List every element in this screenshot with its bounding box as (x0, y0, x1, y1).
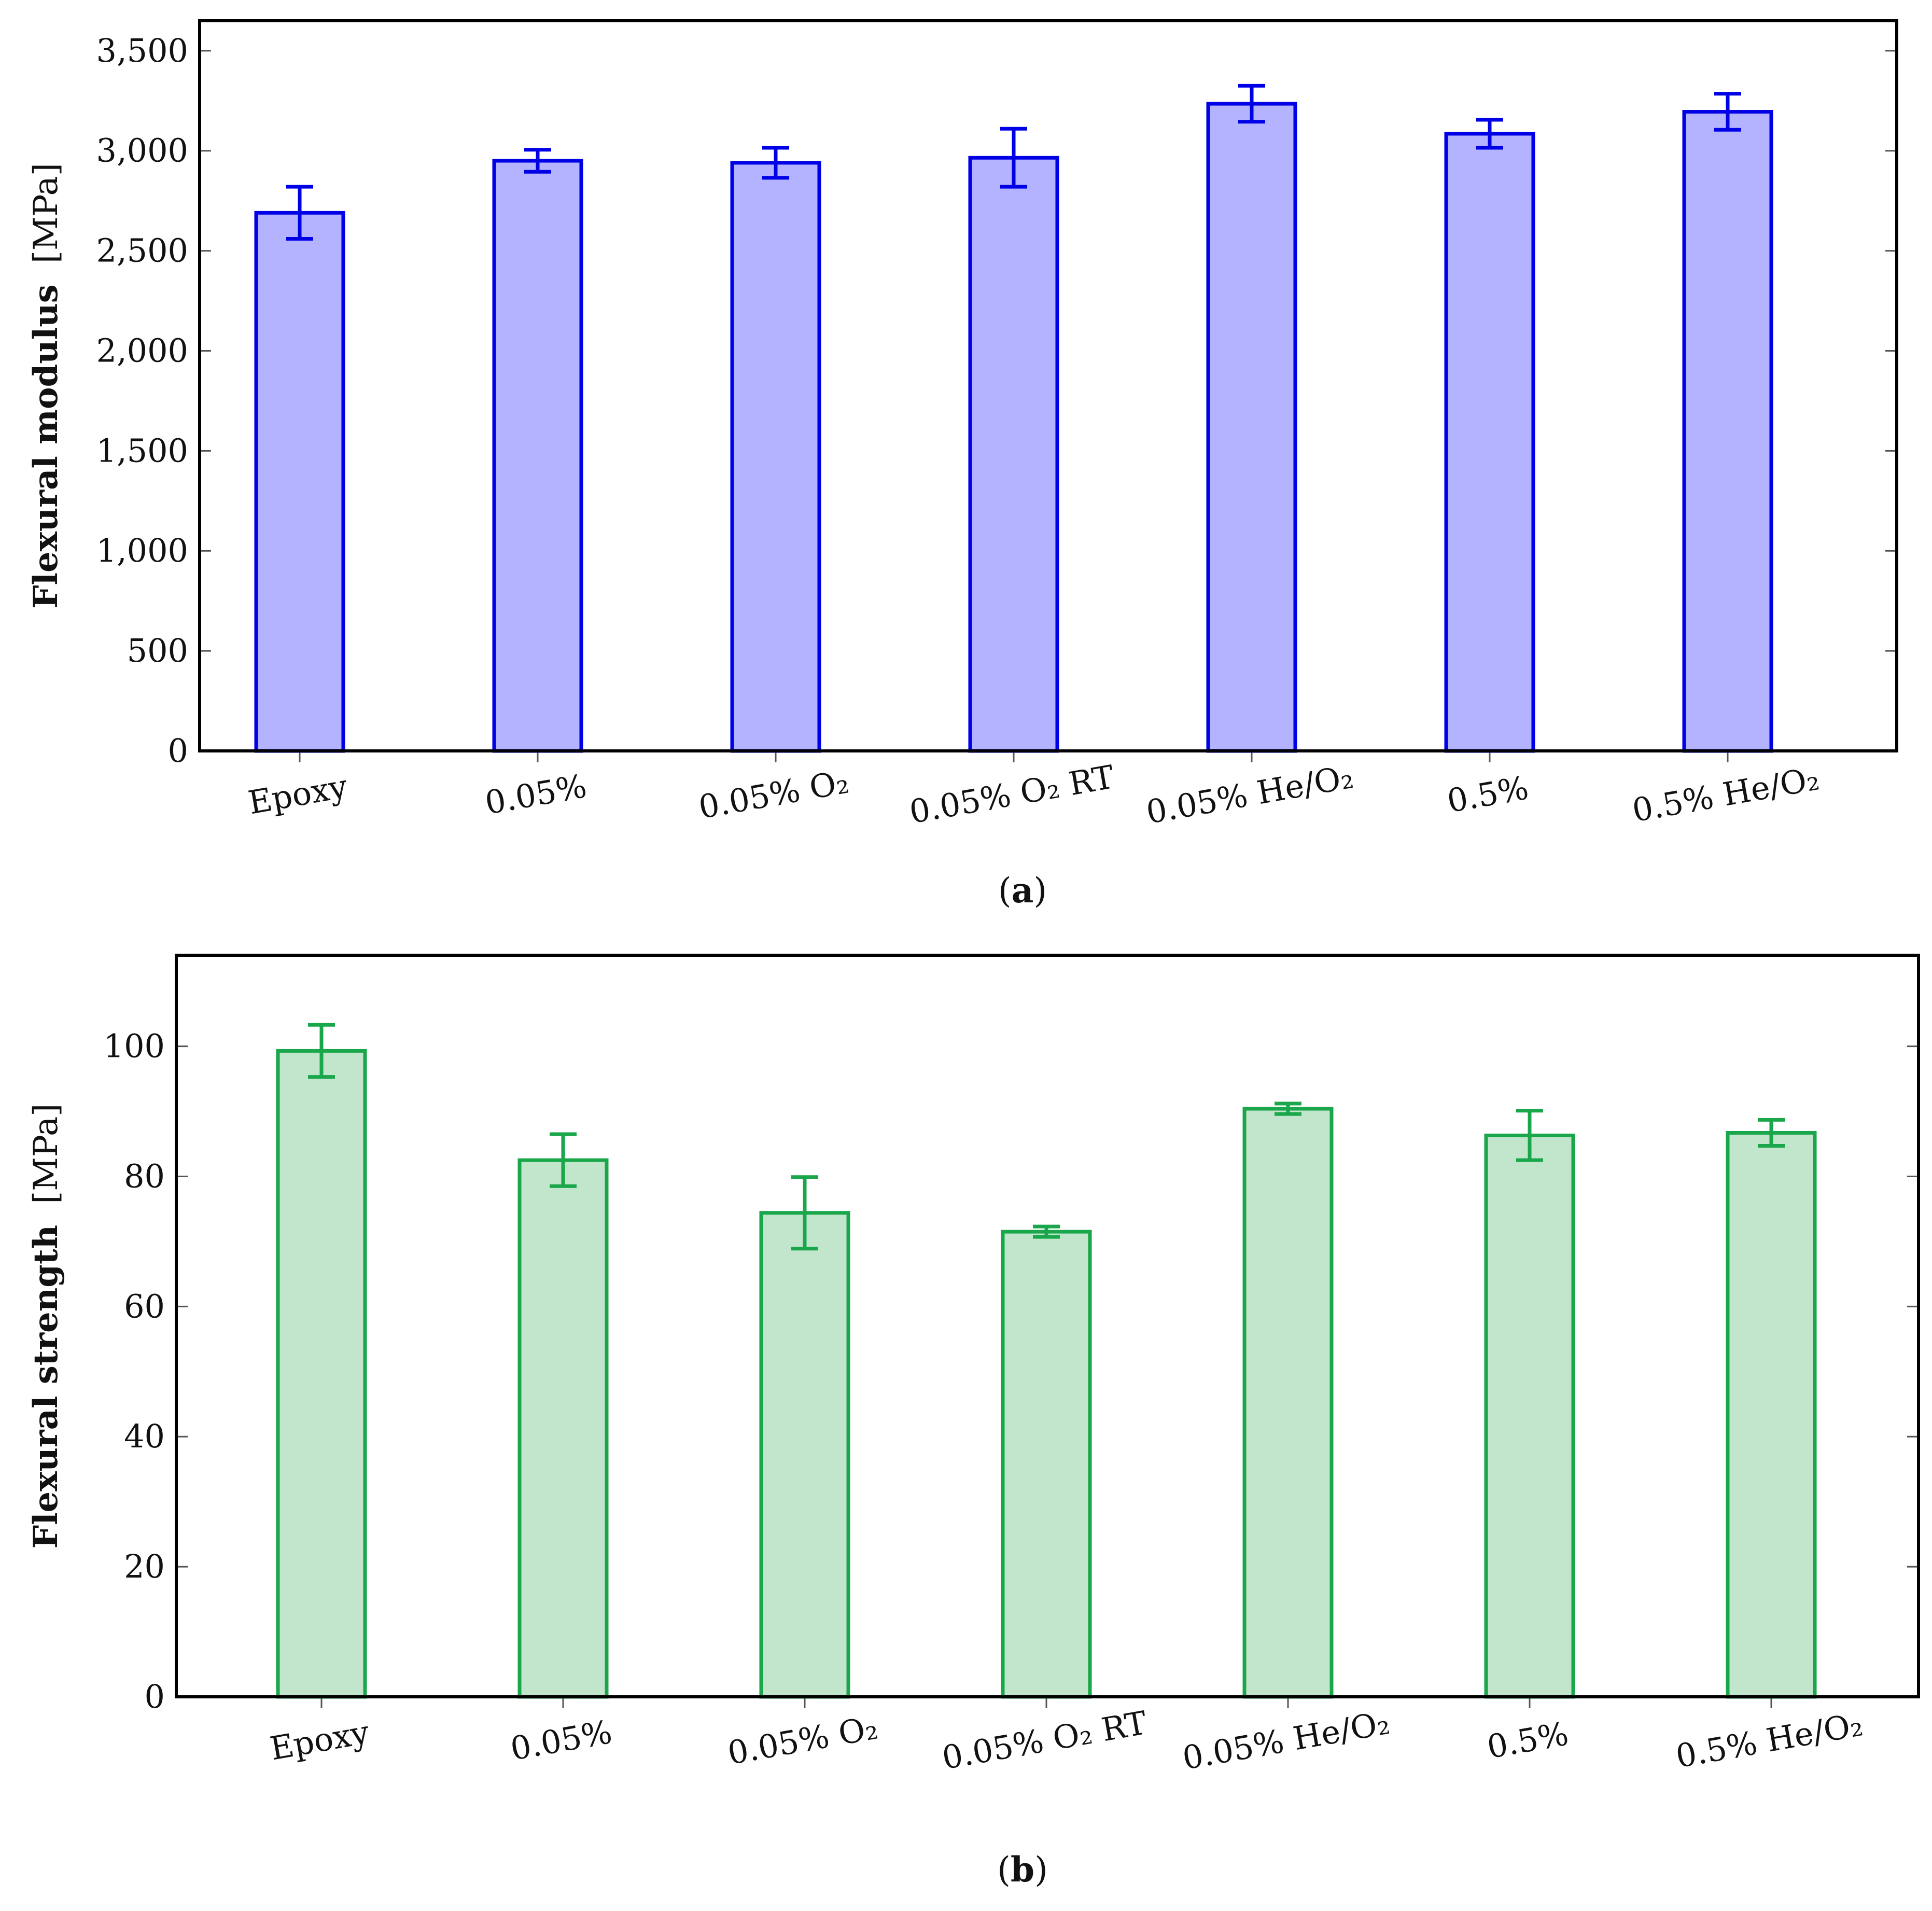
strength-y-tick-label: 100 (104, 1027, 165, 1065)
strength-bar (517, 1158, 609, 1699)
modulus-y-tick-label: 1,000 (96, 532, 189, 569)
modulus-bars (254, 102, 1773, 753)
strength-y-tick-label: 0 (145, 1678, 165, 1715)
modulus-y-tick-label: 3,000 (96, 132, 189, 170)
strength-y-axis-unit: [MPa] (27, 1104, 65, 1204)
strength-error-bar (1275, 1101, 1301, 1116)
strength-bar (1242, 1107, 1334, 1699)
modulus-error-bar (1714, 92, 1741, 132)
panel-letter-b: b (1011, 1849, 1034, 1890)
modulus-bar (492, 159, 583, 753)
modulus-bar (1206, 102, 1297, 753)
strength-error-bar (1516, 1109, 1543, 1162)
strength-y-axis-title: Flexural strength [MPa] (26, 1104, 65, 1549)
strength-bar (276, 1049, 367, 1699)
strength-y-ticks: 0 20 40 60 80 100 (104, 1027, 1919, 1715)
modulus-plot-frame (198, 19, 1898, 752)
modulus-y-axis-unit: [MPa] (27, 163, 65, 263)
strength-error-bar (791, 1175, 818, 1251)
strength-plot-frame (175, 954, 1920, 1698)
strength-y-tick-label: 60 (124, 1287, 165, 1325)
strength-error-bars (308, 1023, 1785, 1251)
modulus-y-tick-label: 500 (127, 632, 188, 669)
modulus-y-axis-name: Flexural modulus (26, 284, 65, 609)
strength-bar (759, 1211, 850, 1699)
modulus-bar (968, 156, 1059, 753)
modulus-error-bar (1000, 127, 1027, 189)
modulus-bar (1444, 132, 1535, 753)
strength-y-axis-name: Flexural strength (26, 1225, 65, 1549)
modulus-y-tick-label: 2,500 (96, 232, 189, 270)
modulus-error-bar (1476, 118, 1503, 150)
strength-error-bar (1758, 1118, 1785, 1148)
strength-y-tick-label: 80 (124, 1157, 165, 1195)
strength-bar (1484, 1133, 1575, 1699)
panel-label-a: (a) (998, 870, 1047, 911)
modulus-error-bar (762, 146, 789, 180)
modulus-y-tick-label: 0 (168, 732, 188, 770)
modulus-error-bars (286, 83, 1741, 241)
modulus-error-bar (524, 148, 551, 174)
modulus-bar (254, 211, 345, 753)
modulus-y-tick-label: 2,000 (96, 331, 189, 369)
modulus-y-tick-label: 3,500 (96, 32, 189, 69)
strength-y-tick-label: 40 (124, 1417, 165, 1455)
modulus-bar (730, 161, 821, 753)
strength-error-bar (550, 1132, 577, 1188)
modulus-bar (1682, 110, 1773, 753)
modulus-y-tick-label: 1,500 (96, 431, 189, 469)
strength-bar (1726, 1131, 1817, 1699)
panel-label-b: (b) (997, 1849, 1048, 1890)
strength-y-tick-label: 20 (124, 1547, 165, 1585)
modulus-y-ticks: 0 500 1,000 1,500 2,000 2,500 3,000 3,500 (96, 32, 1897, 770)
modulus-y-axis-title: Flexural modulus [MPa] (26, 163, 65, 609)
strength-bar (1001, 1230, 1092, 1699)
modulus-error-bar (286, 185, 313, 241)
modulus-error-bar (1238, 83, 1265, 124)
strength-error-bar (1033, 1224, 1060, 1239)
strength-error-bar (308, 1023, 335, 1079)
panel-letter-a: a (1012, 870, 1034, 911)
